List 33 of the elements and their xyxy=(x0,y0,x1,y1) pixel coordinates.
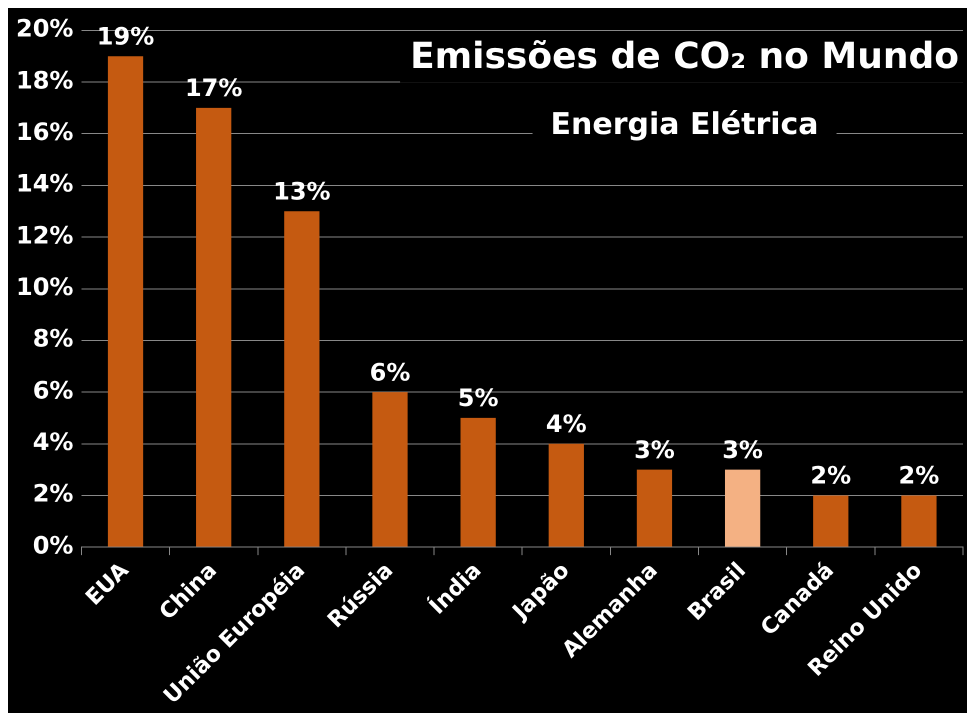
y-tick-label: 12% xyxy=(16,221,74,250)
bar xyxy=(196,108,232,547)
y-tick-label: 10% xyxy=(16,272,74,301)
y-tick-label: 8% xyxy=(32,324,74,353)
bar xyxy=(636,470,672,547)
data-label: 3% xyxy=(634,436,675,464)
y-tick-label: 6% xyxy=(32,376,74,404)
data-label: 4% xyxy=(546,410,587,438)
y-tick-label: 16% xyxy=(16,118,74,146)
y-tick-label: 0% xyxy=(32,531,74,560)
data-label: 17% xyxy=(184,74,242,102)
data-label: 3% xyxy=(722,436,763,464)
bar xyxy=(901,495,937,547)
y-tick-label: 4% xyxy=(32,428,74,456)
bar xyxy=(813,495,848,547)
data-label: 2% xyxy=(898,462,940,490)
bar xyxy=(548,444,584,547)
y-tick-label: 2% xyxy=(32,480,74,508)
data-label: 5% xyxy=(458,384,499,412)
bar xyxy=(284,211,320,547)
bar xyxy=(724,470,760,547)
data-label: 6% xyxy=(370,358,410,386)
y-tick-label: 14% xyxy=(16,170,74,198)
bar xyxy=(372,392,408,547)
text: Energia Elétrica xyxy=(550,107,819,142)
bar xyxy=(108,56,144,547)
y-tick-label: 18% xyxy=(16,66,74,94)
data-label: 19% xyxy=(96,22,154,50)
y-tick-label: 20% xyxy=(16,14,74,43)
data-label: 13% xyxy=(273,177,331,206)
chart-title: Emissões de CO₂ no Mundo xyxy=(410,36,959,77)
data-label: 2% xyxy=(810,462,852,490)
bar xyxy=(460,418,496,547)
